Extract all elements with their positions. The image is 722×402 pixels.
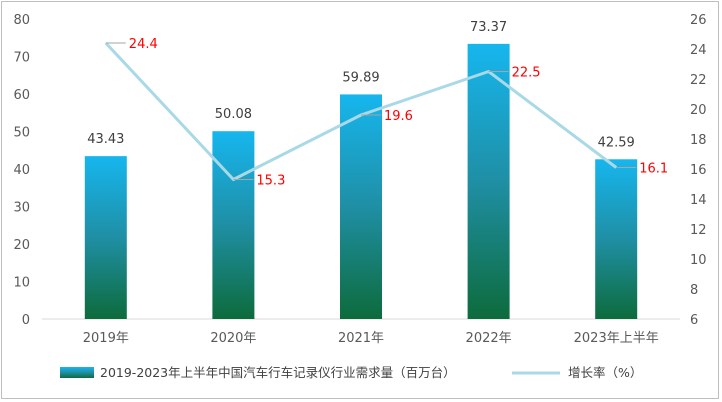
growth-line-series: 24.4 15.3 19.6 22.5 16.1 — [104, 37, 668, 189]
x-axis-tick-label: 2022年 — [466, 331, 512, 346]
right-axis-tick-label: 12 — [690, 223, 707, 238]
legend-line-label: 增长率（%） — [568, 365, 642, 380]
bar-value-label: 42.59 — [598, 135, 635, 150]
left-axis-tick-label: 60 — [13, 88, 30, 103]
right-axis-tick-label: 6 — [690, 313, 698, 328]
right-axis-tick-label: 16 — [690, 163, 707, 178]
x-axis-ticks: 2019年 2020年 2021年 2022年 2023年上半年 — [83, 331, 659, 346]
right-axis: 6 8 10 12 14 16 18 20 22 24 26 — [690, 13, 707, 328]
right-axis-tick-label: 26 — [690, 13, 707, 28]
legend: 2019-2023年上半年中国汽车行车记录仪行业需求量（百万台） 增长率（%） — [60, 365, 642, 380]
left-axis-tick-label: 30 — [13, 201, 30, 216]
growth-value-label: 15.3 — [256, 174, 285, 189]
bar — [595, 159, 638, 319]
bar-value-label: 43.43 — [87, 132, 124, 147]
right-axis-tick-label: 24 — [690, 43, 707, 58]
x-axis-tick-label: 2021年 — [338, 331, 384, 346]
left-axis-tick-label: 0 — [22, 313, 30, 328]
right-axis-tick-label: 22 — [690, 73, 707, 88]
left-axis-tick-label: 50 — [13, 126, 30, 141]
bar — [212, 131, 255, 319]
left-axis: 0 10 20 30 40 50 60 70 80 — [13, 13, 30, 328]
right-axis-tick-label: 8 — [690, 283, 698, 298]
legend-bar-label: 2019-2023年上半年中国汽车行车记录仪行业需求量（百万台） — [100, 365, 456, 380]
right-axis-tick-label: 20 — [690, 103, 707, 118]
bar — [340, 94, 382, 319]
bar-value-label: 50.08 — [215, 107, 252, 122]
growth-value-label: 19.6 — [384, 109, 413, 124]
growth-value-label: 22.5 — [512, 66, 541, 81]
growth-value-label: 24.4 — [129, 37, 158, 52]
right-axis-tick-label: 14 — [690, 193, 707, 208]
x-axis-tick-label: 2023年上半年 — [574, 331, 659, 346]
bar — [467, 43, 510, 320]
right-axis-tick-label: 10 — [690, 253, 707, 268]
left-axis-tick-label: 20 — [13, 238, 30, 253]
bar-value-label: 73.37 — [470, 20, 507, 35]
x-axis-tick-label: 2019年 — [83, 331, 129, 346]
bar-value-label: 59.89 — [342, 70, 379, 85]
bar-series: 43.43 50.08 59.89 73.37 42.59 — [84, 20, 638, 320]
x-axis-tick-label: 2020年 — [210, 331, 256, 346]
left-axis-tick-label: 70 — [13, 51, 30, 66]
left-axis-tick-label: 10 — [13, 276, 30, 291]
right-axis-tick-label: 18 — [690, 133, 707, 148]
bar — [84, 156, 127, 319]
left-axis-tick-label: 40 — [13, 163, 30, 178]
legend-bar-swatch — [60, 367, 94, 378]
growth-value-label: 16.1 — [639, 162, 668, 177]
left-axis-tick-label: 80 — [13, 13, 30, 28]
